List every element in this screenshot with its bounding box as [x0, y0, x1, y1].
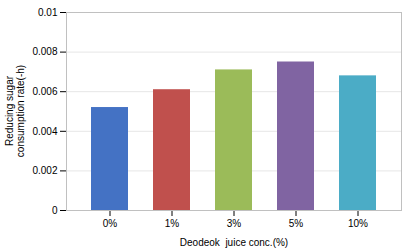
svg-text:1%: 1% [165, 218, 180, 229]
svg-text:10%: 10% [348, 218, 368, 229]
svg-text:Deodeok juice conc.(%): Deodeok juice conc.(%) [180, 237, 288, 248]
svg-text:0%: 0% [103, 218, 118, 229]
svg-text:0.006: 0.006 [32, 86, 57, 97]
svg-text:Reducing sugarconsumption rate: Reducing sugarconsumption rate(-h) [4, 65, 26, 157]
svg-text:0: 0 [52, 205, 58, 216]
svg-text:0.01: 0.01 [38, 7, 58, 18]
svg-text:0.008: 0.008 [32, 46, 57, 57]
svg-text:5%: 5% [289, 218, 304, 229]
svg-text:0.002: 0.002 [32, 165, 57, 176]
svg-text:0.004: 0.004 [32, 126, 57, 137]
svg-text:3%: 3% [227, 218, 242, 229]
